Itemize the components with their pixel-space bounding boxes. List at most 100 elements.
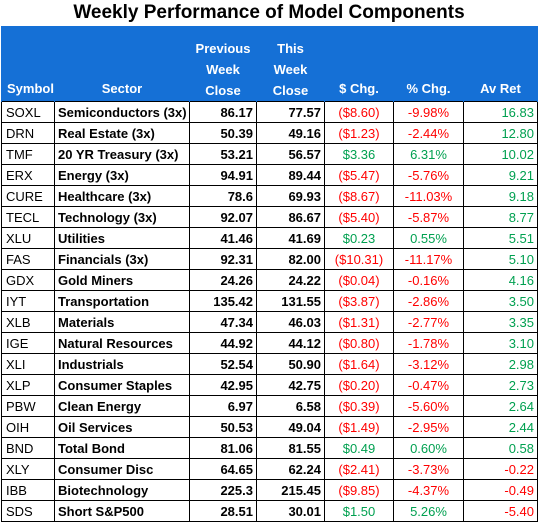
cell-sector: Transportation xyxy=(54,290,190,312)
cell-symbol: XLB xyxy=(1,311,55,333)
cell-average-return: 9.21 xyxy=(463,164,538,186)
cell-previous-close: 78.6 xyxy=(189,185,257,207)
table-row: SDS Short S&P500 28.51 30.01 $1.50 5.26% -5.40 xyxy=(1,500,538,522)
table-row: IGE Natural Resources 44.92 44.12 ($0.80) -1.… xyxy=(1,332,538,354)
header-percent-change: % Chg. xyxy=(393,26,464,102)
table-row: TMF 20 YR Treasury (3x) 53.21 56.57 $3.36 6.3… xyxy=(1,143,538,165)
cell-percent-change: -3.12% xyxy=(393,353,464,375)
table-row: IBB Biotechnology 225.3 215.45 ($9.85) -4.37%… xyxy=(1,479,538,501)
cell-average-return: 12.80 xyxy=(463,122,538,144)
cell-this-close: 56.57 xyxy=(256,143,325,165)
cell-this-close: 24.22 xyxy=(256,269,325,291)
cell-average-return: -0.49 xyxy=(463,479,538,501)
cell-previous-close: 225.3 xyxy=(189,479,257,501)
header-previous-line-3: Close xyxy=(205,83,241,98)
cell-this-close: 49.04 xyxy=(256,416,325,438)
cell-symbol: XLU xyxy=(1,227,55,249)
cell-previous-close: 53.21 xyxy=(189,143,257,165)
cell-symbol: FAS xyxy=(1,248,55,270)
cell-this-close: 82.00 xyxy=(256,248,325,270)
cell-symbol: IYT xyxy=(1,290,55,312)
cell-percent-change: -0.16% xyxy=(393,269,464,291)
cell-average-return: 3.10 xyxy=(463,332,538,354)
cell-previous-close: 44.92 xyxy=(189,332,257,354)
cell-symbol: XLP xyxy=(1,374,55,396)
cell-this-close: 41.69 xyxy=(256,227,325,249)
cell-percent-change: -3.73% xyxy=(393,458,464,480)
cell-sector: Healthcare (3x) xyxy=(54,185,190,207)
cell-sector: Consumer Staples xyxy=(54,374,190,396)
cell-this-close: 42.75 xyxy=(256,374,325,396)
cell-average-return: 2.73 xyxy=(463,374,538,396)
cell-percent-change: 5.26% xyxy=(393,500,464,522)
cell-previous-close: 28.51 xyxy=(189,500,257,522)
cell-previous-close: 50.53 xyxy=(189,416,257,438)
cell-symbol: TECL xyxy=(1,206,55,228)
cell-this-close: 69.93 xyxy=(256,185,325,207)
cell-average-return: -0.22 xyxy=(463,458,538,480)
cell-symbol: TMF xyxy=(1,143,55,165)
cell-average-return: 5.51 xyxy=(463,227,538,249)
header-dollar-change: $ Chg. xyxy=(324,26,394,102)
cell-symbol: IGE xyxy=(1,332,55,354)
cell-previous-close: 47.34 xyxy=(189,311,257,333)
cell-average-return: 16.83 xyxy=(463,101,538,123)
cell-dollar-change: ($8.60) xyxy=(324,101,394,123)
cell-dollar-change: ($1.23) xyxy=(324,122,394,144)
table-row: XLB Materials 47.34 46.03 ($1.31) -2.77% 3.35 xyxy=(1,311,538,333)
cell-symbol: SOXL xyxy=(1,101,55,123)
cell-previous-close: 94.91 xyxy=(189,164,257,186)
cell-dollar-change: ($0.39) xyxy=(324,395,394,417)
cell-symbol: OIH xyxy=(1,416,55,438)
cell-dollar-change: ($5.47) xyxy=(324,164,394,186)
cell-average-return: 4.16 xyxy=(463,269,538,291)
cell-sector: Real Estate (3x) xyxy=(54,122,190,144)
cell-dollar-change: ($5.40) xyxy=(324,206,394,228)
cell-previous-close: 92.31 xyxy=(189,248,257,270)
cell-sector: Short S&P500 xyxy=(54,500,190,522)
cell-symbol: IBB xyxy=(1,479,55,501)
cell-previous-close: 86.17 xyxy=(189,101,257,123)
cell-average-return: 3.35 xyxy=(463,311,538,333)
table-row: DRN Real Estate (3x) 50.39 49.16 ($1.23) -2.4… xyxy=(1,122,538,144)
table-row: IYT Transportation 135.42 131.55 ($3.87) -2.8… xyxy=(1,290,538,312)
cell-average-return: 8.77 xyxy=(463,206,538,228)
header-this-line-1: This xyxy=(277,41,304,56)
cell-this-close: 131.55 xyxy=(256,290,325,312)
table-row: XLP Consumer Staples 42.95 42.75 ($0.20) -0.4… xyxy=(1,374,538,396)
cell-dollar-change: ($1.64) xyxy=(324,353,394,375)
table-row: FAS Financials (3x) 92.31 82.00 ($10.31) -11.… xyxy=(1,248,538,270)
cell-this-close: 215.45 xyxy=(256,479,325,501)
cell-symbol: DRN xyxy=(1,122,55,144)
cell-dollar-change: ($1.49) xyxy=(324,416,394,438)
cell-this-close: 89.44 xyxy=(256,164,325,186)
cell-percent-change: 0.60% xyxy=(393,437,464,459)
cell-this-close: 62.24 xyxy=(256,458,325,480)
cell-sector: Total Bond xyxy=(54,437,190,459)
table-body: SOXL Semiconductors (3x) 86.17 77.57 ($8.60)… xyxy=(1,101,538,522)
cell-sector: Natural Resources xyxy=(54,332,190,354)
header-previous-line-1: Previous xyxy=(195,41,251,56)
header-average-return: Av Ret xyxy=(463,26,538,102)
header-previous-line-2: Week xyxy=(206,62,240,77)
cell-sector: Consumer Disc xyxy=(54,458,190,480)
cell-sector: Materials xyxy=(54,311,190,333)
header-this-line-2: Week xyxy=(273,62,308,77)
cell-this-close: 86.67 xyxy=(256,206,325,228)
cell-dollar-change: ($3.87) xyxy=(324,290,394,312)
cell-previous-close: 24.26 xyxy=(189,269,257,291)
cell-sector: Energy (3x) xyxy=(54,164,190,186)
cell-average-return: -5.40 xyxy=(463,500,538,522)
header-this-week-close: This Week Close xyxy=(256,26,325,102)
cell-percent-change: -5.87% xyxy=(393,206,464,228)
header-previous-week-close: Previous Week Close xyxy=(189,26,257,102)
table-row: ERX Energy (3x) 94.91 89.44 ($5.47) -5.76% 9.2… xyxy=(1,164,538,186)
cell-dollar-change: ($2.41) xyxy=(324,458,394,480)
cell-this-close: 30.01 xyxy=(256,500,325,522)
cell-percent-change: -11.17% xyxy=(393,248,464,270)
cell-sector: Biotechnology xyxy=(54,479,190,501)
table-row: TECL Technology (3x) 92.07 86.67 ($5.40) -5.8… xyxy=(1,206,538,228)
table-row: XLY Consumer Disc 64.65 62.24 ($2.41) -3.73% -… xyxy=(1,458,538,480)
cell-average-return: 2.98 xyxy=(463,353,538,375)
cell-percent-change: 6.31% xyxy=(393,143,464,165)
